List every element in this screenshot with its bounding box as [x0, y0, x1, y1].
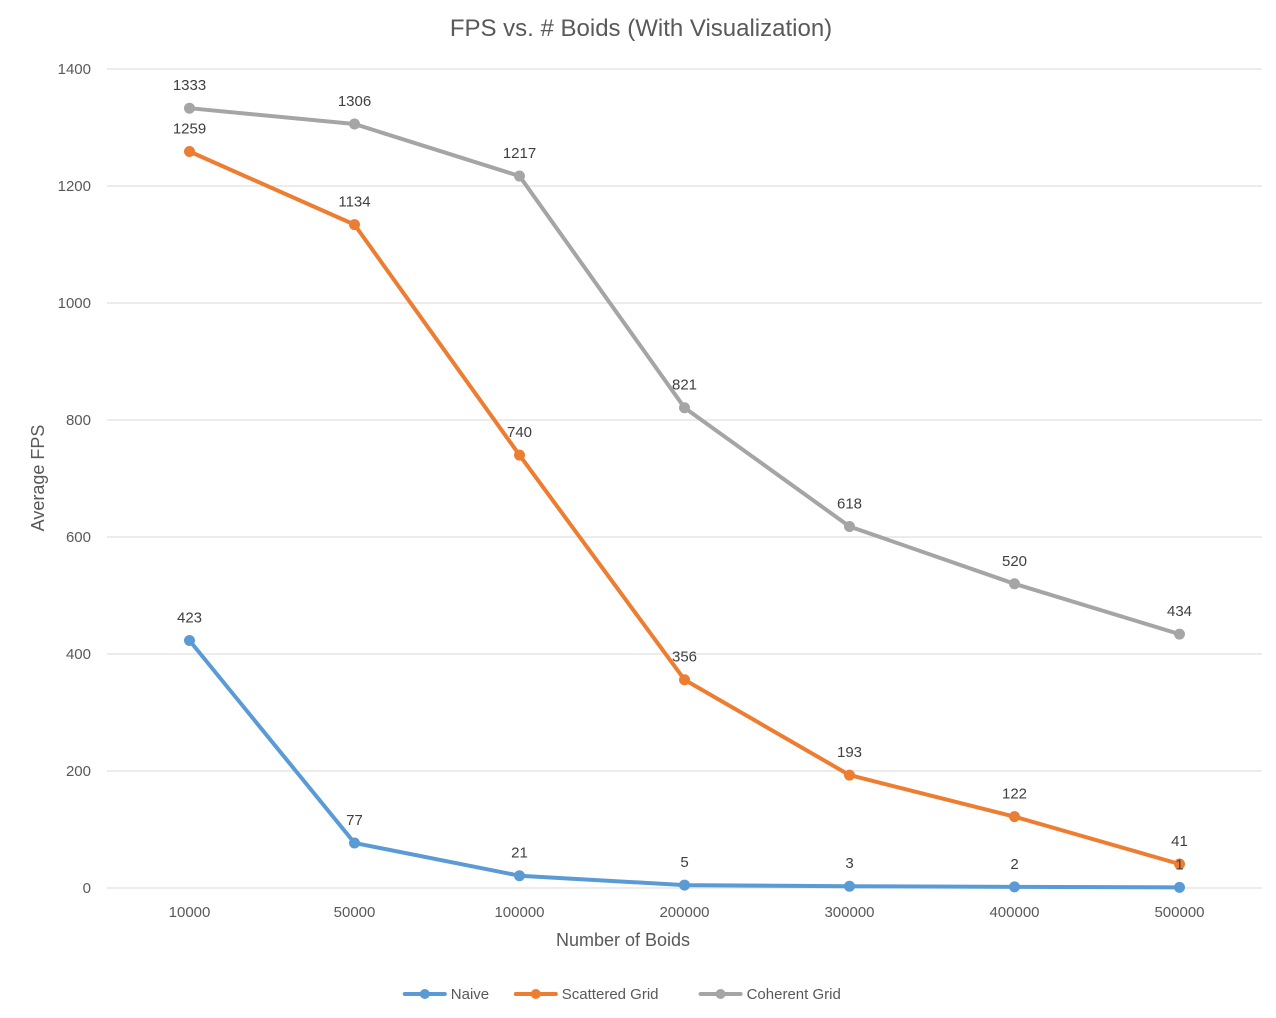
data-label: 77	[346, 812, 363, 829]
data-point	[184, 145, 195, 157]
x-tick-label: 50000	[334, 904, 376, 921]
data-label: 1333	[173, 77, 206, 94]
y-tick-label: 1400	[58, 61, 91, 78]
y-tick-label: 400	[66, 646, 91, 663]
legend-label: Naive	[451, 986, 489, 1003]
legend-item: Scattered Grid	[513, 986, 659, 1003]
legend-label: Scattered Grid	[562, 986, 659, 1003]
y-tick-label: 1200	[58, 178, 91, 195]
data-label: 520	[1002, 553, 1027, 570]
series-line	[187, 106, 1182, 637]
data-point	[1009, 578, 1020, 590]
x-tick-label: 100000	[494, 904, 544, 921]
data-point	[844, 769, 855, 781]
x-tick-label: 400000	[989, 904, 1039, 921]
series-line	[187, 149, 1182, 867]
data-label: 3	[845, 855, 853, 872]
data-label: 2	[1010, 856, 1018, 873]
data-label: 1	[1175, 856, 1183, 873]
data-point	[1174, 858, 1185, 870]
data-label: 1134	[338, 194, 370, 211]
data-point	[1174, 881, 1185, 893]
data-label: 740	[507, 424, 532, 441]
data-point	[514, 870, 525, 882]
legend: Naive Scattered Grid Coherent Grid	[402, 986, 841, 1003]
data-label: 1217	[503, 145, 536, 162]
y-tick-label: 800	[66, 412, 91, 429]
data-point	[679, 879, 690, 891]
y-tick-label: 200	[66, 763, 91, 780]
data-label: 21	[511, 845, 528, 862]
data-point	[679, 402, 690, 414]
legend-label: Coherent Grid	[747, 986, 841, 1003]
data-point	[1009, 811, 1020, 823]
data-point	[184, 635, 195, 647]
x-axis-ticks: 10000 50000 100000 200000 300000 400000 500000	[169, 904, 1205, 921]
legend-swatch-marker	[419, 989, 430, 999]
data-label: 434	[1167, 603, 1192, 620]
legend-item: Naive	[402, 986, 489, 1003]
series-lines	[184, 102, 1185, 893]
y-tick-label: 600	[66, 529, 91, 546]
chart-title: FPS vs. # Boids (With Visualization)	[450, 15, 832, 42]
data-point	[679, 674, 690, 686]
data-label: 5	[680, 854, 688, 871]
data-point	[1174, 628, 1185, 640]
y-tick-label: 1000	[58, 295, 91, 312]
data-label: 1259	[173, 120, 206, 137]
x-tick-label: 10000	[169, 904, 211, 921]
series-coherent-grid	[184, 102, 1185, 640]
series-scattered-grid	[184, 145, 1185, 870]
legend-item: Coherent Grid	[698, 986, 841, 1003]
y-axis-ticks: 0 200 400 600 800 1000 1200 1400	[58, 61, 91, 897]
data-label: 618	[837, 495, 862, 512]
y-tick-label: 0	[83, 880, 91, 897]
data-point	[844, 520, 855, 532]
data-label: 356	[672, 649, 697, 666]
data-point	[844, 880, 855, 892]
x-tick-label: 200000	[659, 904, 709, 921]
x-axis-title: Number of Boids	[556, 930, 690, 950]
data-point	[514, 449, 525, 461]
data-label: 193	[837, 744, 862, 761]
data-label: 122	[1002, 786, 1027, 803]
data-point	[349, 118, 360, 130]
data-label: 821	[672, 377, 697, 394]
data-point	[1009, 881, 1020, 893]
gridlines	[107, 68, 1262, 889]
data-label: 1306	[338, 93, 371, 110]
data-point	[349, 219, 360, 231]
data-point	[184, 102, 195, 114]
legend-swatch-marker	[715, 989, 726, 999]
data-point	[349, 837, 360, 849]
x-tick-label: 300000	[824, 904, 874, 921]
series-naive	[184, 635, 1185, 893]
y-axis-title: Average FPS	[28, 425, 48, 532]
x-tick-label: 500000	[1154, 904, 1204, 921]
legend-swatch-marker	[530, 989, 541, 999]
data-label: 423	[177, 610, 202, 627]
data-point	[514, 170, 525, 182]
data-label: 41	[1171, 833, 1188, 850]
